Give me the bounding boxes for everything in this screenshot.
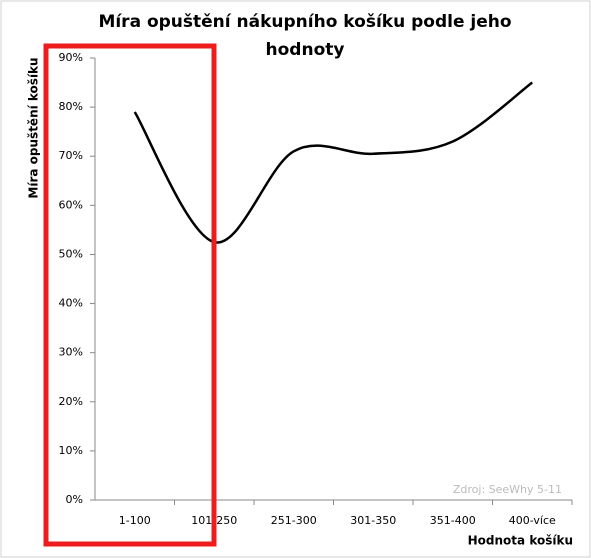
y-tick-label: 10%: [59, 444, 83, 457]
x-tick-label: 251-300: [271, 514, 317, 527]
y-tick-label: 30%: [59, 346, 83, 359]
y-tick-label: 90%: [59, 51, 83, 64]
y-tick-label: 80%: [59, 100, 83, 113]
x-tick-label: 400-více: [509, 514, 556, 527]
x-axis-title: Hodnota košíku: [468, 534, 573, 548]
data-line: [133, 81, 533, 244]
y-tick-label: 40%: [59, 297, 83, 310]
y-tick-label: 60%: [59, 198, 83, 211]
y-tick-label: 20%: [59, 395, 83, 408]
source-note: Zdroj: SeeWhy 5-11: [453, 483, 562, 496]
x-tick-label: 1-100: [119, 514, 151, 527]
y-tick-label: 50%: [59, 247, 83, 260]
chart-title: Míra opuštění nákupního košíku podle jeh…: [98, 12, 511, 32]
y-tick-label: 0%: [66, 493, 83, 506]
x-tick-label: 351-400: [430, 514, 476, 527]
y-axis-title: Míra opuštění košíku: [27, 57, 41, 198]
x-tick-label: 301-350: [350, 514, 396, 527]
highlight-box: [43, 43, 217, 547]
chart-title: hodnoty: [266, 40, 345, 60]
y-tick-label: 70%: [59, 149, 83, 162]
